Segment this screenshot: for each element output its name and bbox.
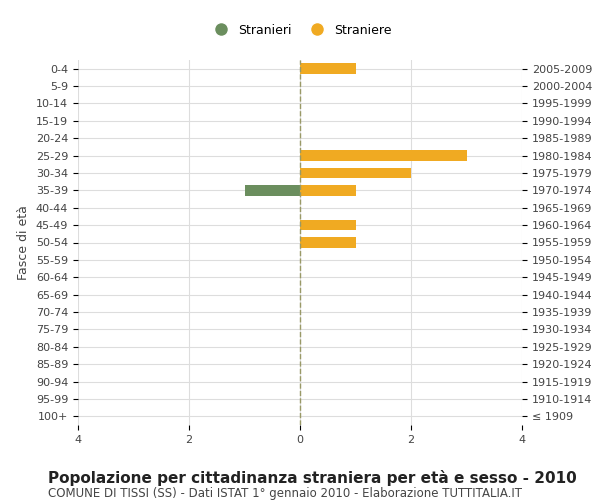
Y-axis label: Fasce di età: Fasce di età bbox=[17, 205, 31, 280]
Text: COMUNE DI TISSI (SS) - Dati ISTAT 1° gennaio 2010 - Elaborazione TUTTITALIA.IT: COMUNE DI TISSI (SS) - Dati ISTAT 1° gen… bbox=[48, 488, 522, 500]
Bar bbox=[300, 64, 355, 74]
Bar bbox=[300, 168, 411, 178]
Legend: Stranieri, Straniere: Stranieri, Straniere bbox=[203, 19, 397, 42]
Text: Popolazione per cittadinanza straniera per età e sesso - 2010: Popolazione per cittadinanza straniera p… bbox=[48, 470, 577, 486]
Bar bbox=[300, 220, 355, 230]
Bar bbox=[300, 238, 355, 248]
Bar bbox=[300, 150, 467, 161]
Bar bbox=[300, 185, 355, 196]
Y-axis label: Anni di nascita: Anni di nascita bbox=[596, 196, 600, 289]
Bar bbox=[245, 185, 300, 196]
